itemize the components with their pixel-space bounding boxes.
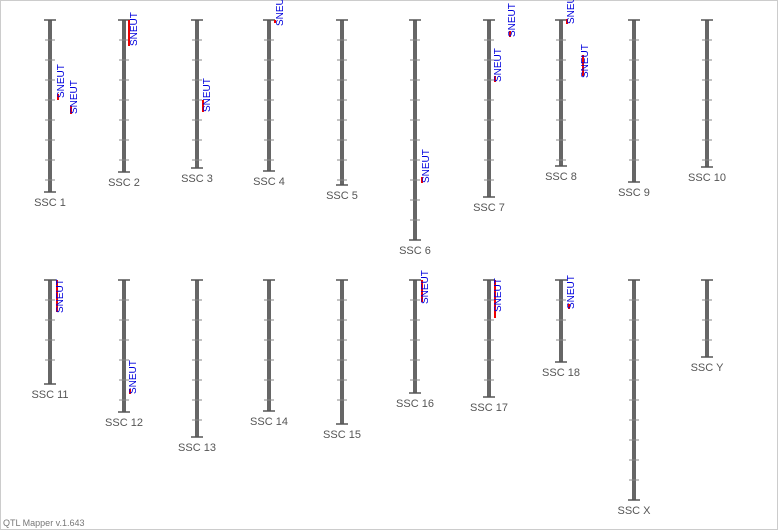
chromosome: [632, 20, 636, 182]
qtl-label: SNEUT: [493, 278, 504, 312]
qtl-label: SNEUT: [69, 80, 80, 114]
chromosome-label: SSC 1: [34, 197, 66, 209]
chromosome-label: SSC 2: [108, 177, 140, 189]
chromosome: [705, 20, 709, 167]
chromosome-label: SSC 3: [181, 173, 213, 185]
chromosome: [195, 20, 199, 168]
qtl-label: SNEUT: [566, 275, 577, 309]
chromosome: [267, 280, 271, 411]
qtl-label: SNEUT: [566, 0, 577, 24]
chromosome-label: SSC 4: [253, 176, 285, 188]
qtl-label: SNEUT: [56, 64, 67, 98]
chromosome: [413, 20, 417, 240]
qtl-label: SNEUT: [421, 149, 432, 183]
chromosome-label: SSC 14: [250, 416, 288, 428]
chromosome-label: SSC 16: [396, 398, 434, 410]
chromosome-label: SSC 10: [688, 172, 726, 184]
qtl-label: SNEUT: [580, 44, 591, 78]
chromosome-label: SSC 11: [31, 389, 68, 401]
chromosome: [487, 280, 491, 397]
chromosome-label: SSC 5: [326, 190, 358, 202]
qtl-label: SNEUT: [128, 360, 139, 394]
chromosome: [267, 20, 271, 171]
chromosome: [122, 20, 126, 172]
chromosome-label: SSC Y: [691, 362, 724, 374]
chromosome-label: SSC X: [617, 505, 651, 517]
footer: QTL Mapper v.1.643: [3, 518, 85, 528]
chromosome-label: SSC 13: [178, 442, 216, 454]
chromosome-label: SSC 8: [545, 171, 577, 183]
qtl-label: SNEUT: [55, 279, 66, 313]
chromosome: [487, 20, 491, 197]
qtl-label: SNEUT: [129, 12, 140, 46]
qtl-label: SNEUT: [507, 3, 518, 37]
chromosome: [122, 280, 126, 412]
chromosome-label: SSC 6: [399, 245, 431, 257]
chromosome: [48, 20, 52, 192]
chromosome: [195, 280, 199, 437]
chromosome-label: SSC 12: [105, 417, 143, 429]
chromosome: [413, 280, 417, 393]
qtl-label: SNEUT: [493, 48, 504, 82]
chromosome-label: SSC 15: [323, 429, 361, 441]
chromosome: [559, 20, 563, 166]
chromosome: [632, 280, 636, 500]
qtl-label: SNEUT: [420, 270, 431, 304]
chromosome: [705, 280, 709, 357]
qtl-label: SNEUT: [275, 0, 286, 26]
chromosome-label: SSC 7: [473, 202, 505, 214]
chromosome: [48, 280, 52, 384]
qtl-label: SNEUT: [202, 78, 213, 112]
chromosome: [340, 280, 344, 424]
chromosome-label: SSC 17: [470, 402, 508, 414]
chromosome: [559, 280, 563, 362]
chromosome-label: SSC 18: [542, 367, 580, 379]
chromosome: [340, 20, 344, 185]
chromosome-label: SSC 9: [618, 187, 650, 199]
